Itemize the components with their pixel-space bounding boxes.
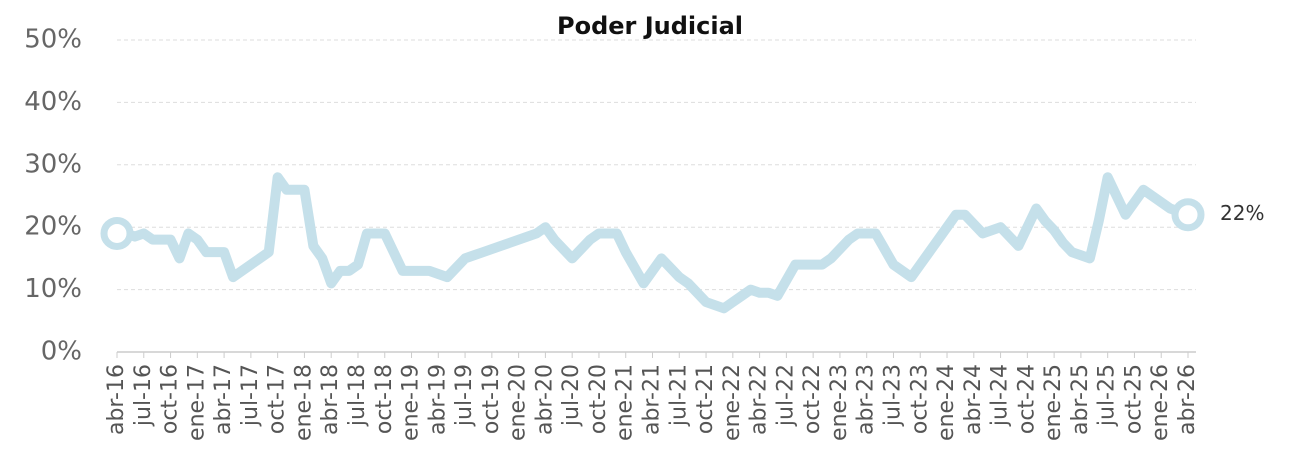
x-tick-label: ene-22 [720,364,745,441]
x-tick-label: oct-16 [158,364,183,434]
x-tick-label: oct-23 [907,364,932,434]
x-tick-label: jul-21 [666,364,691,427]
x-tick-label: oct-22 [800,364,825,434]
x-tick-label: ene-24 [934,364,959,441]
x-tick-label: ene-20 [506,364,531,441]
y-tick-label: 40% [24,87,82,117]
x-tick-label: abr-16 [104,364,129,435]
x-tick-label: jul-23 [880,364,905,427]
x-tick-label: ene-17 [184,364,209,441]
x-tick-label: ene-25 [1041,364,1066,441]
x-tick-label: jul-17 [238,364,263,427]
x-tick-label: jul-20 [559,364,584,427]
x-tick-label: abr-18 [318,364,343,435]
x-tick-label: jul-16 [131,364,156,427]
x-tick-label: abr-20 [532,364,557,435]
x-tick-label: abr-23 [854,364,879,435]
chart-title: Poder Judicial [557,12,743,40]
y-tick-label: 30% [24,149,82,179]
x-tick-label: ene-18 [291,364,316,441]
x-tick-label: ene-21 [613,364,638,441]
data-label: 22% [1220,201,1264,225]
data-line [112,172,1193,314]
x-tick-label: jul-25 [1095,364,1120,427]
x-tick-label: jul-18 [345,364,370,427]
end-marker [1171,198,1205,232]
x-tick-label: oct-19 [479,364,504,434]
x-tick-label: abr-21 [640,364,665,435]
x-tick-label: abr-22 [747,364,772,435]
y-tick-label: 50% [24,25,82,55]
x-tick-label: jul-22 [773,364,798,427]
x-tick-label: abr-17 [211,364,236,435]
x-tick-label: ene-26 [1148,364,1173,441]
x-tick-label: oct-21 [693,364,718,434]
x-tick-label: ene-23 [827,364,852,441]
y-tick-label: 20% [24,212,82,242]
y-tick-label: 10% [24,274,82,304]
x-tick-label: abr-19 [425,364,450,435]
x-tick-label: jul-24 [988,364,1013,427]
x-tick-label: oct-18 [372,364,397,434]
x-tick-label: ene-19 [399,364,424,441]
x-tick-label: oct-17 [265,364,290,434]
x-tick-label: oct-24 [1014,364,1039,434]
x-tick-label: jul-19 [452,364,477,427]
x-tick-label: oct-25 [1121,364,1146,434]
x-tick-label: abr-24 [961,364,986,435]
x-tick-label: oct-20 [586,364,611,434]
x-tick-label: abr-26 [1175,364,1200,435]
y-tick-label: 0% [41,337,82,367]
x-tick-label: abr-25 [1068,364,1093,435]
end-marker [100,216,134,250]
